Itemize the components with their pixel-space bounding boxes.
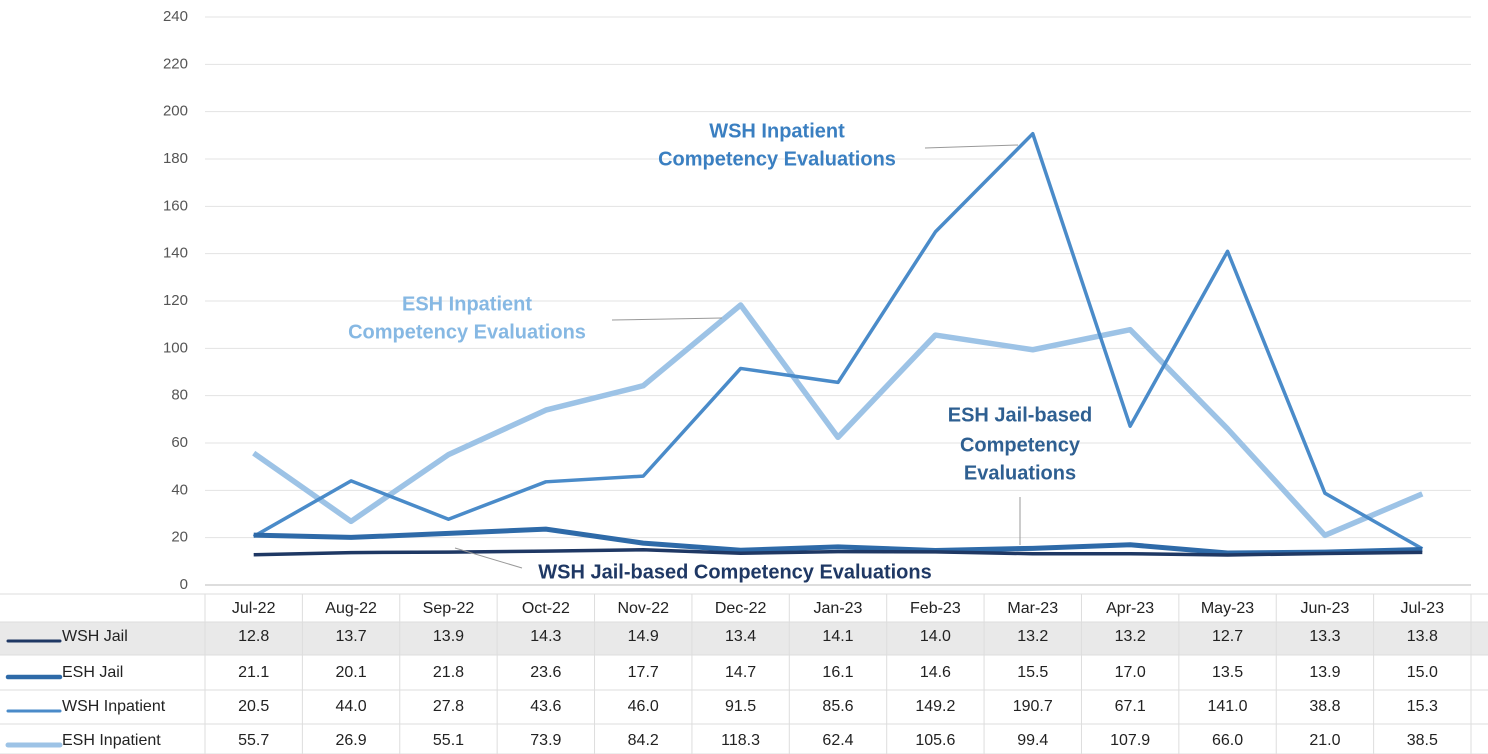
data-label: 14.1: [822, 628, 853, 645]
data-label: 91.5: [725, 698, 756, 715]
y-tick-label: 20: [171, 529, 188, 546]
y-tick-label: 80: [171, 387, 188, 404]
legend-label: ESH Inpatient: [62, 732, 161, 749]
data-label: 67.1: [1115, 698, 1146, 715]
x-tick-label: May-23: [1201, 600, 1254, 617]
data-label: 14.3: [530, 628, 561, 645]
data-label: 21.1: [238, 664, 269, 681]
series-line: [252, 131, 1424, 551]
data-label: 13.9: [433, 628, 464, 645]
x-tick-label: Sep-22: [423, 600, 475, 617]
legend-label: ESH Jail: [62, 664, 123, 681]
data-label: 27.8: [433, 698, 464, 715]
annotation: Competency Evaluations: [348, 321, 586, 343]
y-tick-label: 100: [163, 339, 188, 356]
annotation: Competency Evaluations: [658, 148, 896, 170]
data-label: 17.0: [1115, 664, 1146, 681]
y-tick-label: 120: [163, 292, 188, 309]
data-label: 105.6: [915, 732, 955, 749]
data-label: 15.3: [1407, 698, 1438, 715]
y-tick-label: 0: [180, 576, 188, 593]
x-tick-label: Mar-23: [1007, 600, 1058, 617]
legend-label: WSH Inpatient: [62, 698, 166, 715]
y-tick-label: 180: [163, 150, 188, 167]
data-label: 84.2: [628, 732, 659, 749]
annotation: ESH Jail-based: [948, 404, 1093, 426]
data-label: 23.6: [530, 664, 561, 681]
legend-label: WSH Jail: [62, 628, 128, 645]
data-label: 149.2: [915, 698, 955, 715]
x-tick-label: Jul-23: [1401, 600, 1445, 617]
annotation: Evaluations: [964, 462, 1076, 484]
data-label: 99.4: [1017, 732, 1048, 749]
data-label: 26.9: [336, 732, 367, 749]
data-label: 118.3: [721, 732, 760, 749]
annotation: WSH Inpatient: [709, 120, 845, 142]
data-label: 16.1: [822, 664, 853, 681]
x-tick-label: Feb-23: [910, 600, 961, 617]
data-label: 38.8: [1309, 698, 1340, 715]
data-label: 38.5: [1407, 732, 1438, 749]
data-label: 12.7: [1212, 628, 1243, 645]
data-label: 15.5: [1017, 664, 1048, 681]
data-label: 21.8: [433, 664, 464, 681]
data-label: 13.4: [725, 628, 756, 645]
data-label: 14.9: [628, 628, 659, 645]
data-label: 55.7: [238, 732, 269, 749]
row-highlight: [0, 622, 1488, 655]
data-label: 14.0: [920, 628, 951, 645]
data-label: 141.0: [1208, 698, 1248, 715]
y-tick-label: 60: [171, 434, 188, 451]
y-tick-label: 140: [163, 245, 188, 262]
x-tick-label: Aug-22: [325, 600, 377, 617]
x-tick-label: Dec-22: [715, 600, 767, 617]
data-label: 44.0: [336, 698, 367, 715]
series-line: [252, 302, 1424, 539]
data-label: 15.0: [1407, 664, 1438, 681]
series-line: [253, 526, 1423, 556]
leader-line: [454, 547, 523, 569]
data-label: 13.7: [336, 628, 367, 645]
data-label: 66.0: [1212, 732, 1243, 749]
annotation: Competency: [960, 434, 1081, 456]
data-label: 13.5: [1212, 664, 1243, 681]
x-tick-label: Jan-23: [814, 600, 863, 617]
data-label: 55.1: [433, 732, 464, 749]
y-tick-label: 220: [163, 55, 188, 72]
data-label: 46.0: [628, 698, 659, 715]
data-label: 85.6: [822, 698, 853, 715]
data-label: 43.6: [530, 698, 561, 715]
x-tick-label: Jun-23: [1300, 600, 1349, 617]
data-label: 13.2: [1017, 628, 1048, 645]
y-tick-label: 240: [163, 8, 188, 25]
data-label: 14.7: [725, 664, 756, 681]
data-label: 62.4: [822, 732, 853, 749]
data-label: 17.7: [628, 664, 659, 681]
data-label: 13.3: [1309, 628, 1340, 645]
data-label: 13.8: [1407, 628, 1438, 645]
data-label: 20.1: [336, 664, 367, 681]
x-tick-label: Oct-22: [522, 600, 570, 617]
data-label: 13.2: [1115, 628, 1146, 645]
x-tick-label: Nov-22: [617, 600, 669, 617]
y-tick-label: 160: [163, 197, 188, 214]
annotation: WSH Jail-based Competency Evaluations: [538, 561, 931, 583]
leader-line: [611, 317, 723, 321]
data-label: 73.9: [530, 732, 561, 749]
annotation: ESH Inpatient: [402, 293, 532, 315]
data-label: 107.9: [1110, 732, 1150, 749]
data-label: 13.9: [1309, 664, 1340, 681]
y-tick-label: 200: [163, 103, 188, 120]
data-label: 21.0: [1309, 732, 1340, 749]
data-label: 12.8: [238, 628, 269, 645]
data-label: 14.6: [920, 664, 951, 681]
y-tick-label: 40: [171, 481, 188, 498]
series-line: [253, 547, 1423, 557]
leader-line: [924, 144, 1019, 149]
x-tick-label: Apr-23: [1106, 600, 1154, 617]
data-label: 20.5: [238, 698, 269, 715]
x-tick-label: Jul-22: [232, 600, 276, 617]
data-label: 190.7: [1013, 698, 1053, 715]
